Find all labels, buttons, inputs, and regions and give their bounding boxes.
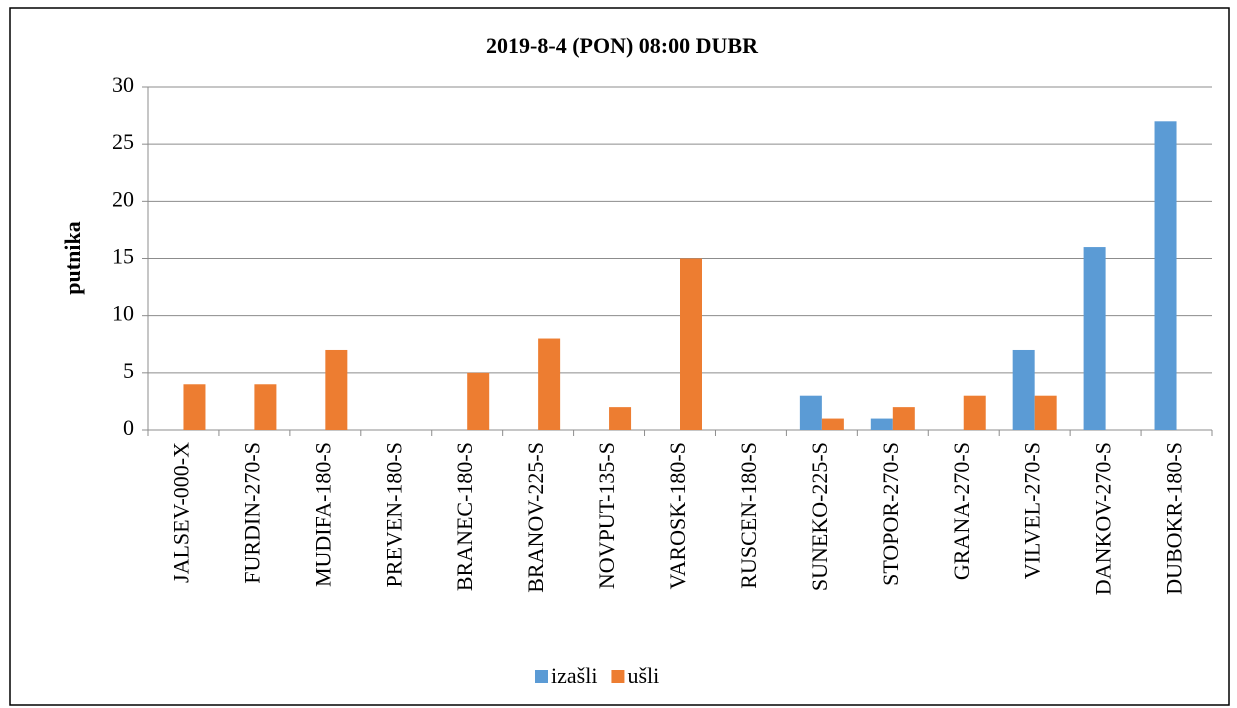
x-tick-label: MUDIFA-180-S: [310, 442, 335, 587]
bar: [467, 372, 490, 430]
y-tick-label: 15: [112, 244, 134, 269]
y-tick-label: 10: [112, 301, 134, 326]
y-tick-label: 25: [112, 129, 134, 154]
bar: [680, 258, 702, 430]
bar: [538, 338, 561, 430]
x-tick-label: VILVEL-270-S: [1020, 442, 1045, 579]
bar: [1034, 395, 1057, 430]
y-tick-label: 0: [123, 415, 134, 440]
y-tick-label: 5: [123, 358, 134, 383]
x-tick-label: STOPOR-270-S: [878, 442, 903, 586]
bar: [254, 384, 277, 430]
bar: [609, 407, 632, 430]
bar: [325, 349, 348, 430]
chart-title: 2019-8-4 (PON) 08:00 DUBR: [486, 33, 759, 58]
x-tick-label: GRANA-270-S: [949, 442, 974, 580]
legend-swatch: [611, 670, 625, 683]
x-tick-label: BRANOV-225-S: [523, 442, 548, 593]
x-tick-label: VAROSK-180-S: [665, 442, 690, 590]
x-tick-label: DANKOV-270-S: [1091, 442, 1116, 595]
chart-border: [9, 7, 1230, 706]
bar: [1012, 349, 1035, 430]
x-tick-label: FURDIN-270-S: [239, 442, 264, 584]
x-tick-label: RUSCEN-180-S: [736, 442, 761, 589]
y-tick-label: 20: [112, 186, 134, 211]
legend-label: izašli: [551, 663, 597, 688]
bar: [1154, 121, 1177, 431]
legend-label: ušli: [627, 663, 659, 688]
x-tick-label: PREVEN-180-S: [381, 442, 406, 587]
bar: [799, 395, 822, 430]
bar: [963, 395, 986, 430]
legend-swatch: [535, 670, 548, 683]
bar: [183, 384, 206, 430]
x-tick-label: NOVPUT-135-S: [594, 442, 619, 589]
y-axis-label: putnika: [60, 221, 85, 294]
y-tick-label: 30: [112, 72, 134, 97]
x-tick-label: SUNEKO-225-S: [807, 442, 832, 591]
bar: [821, 418, 844, 430]
x-tick-label: JALSEV-000-X: [169, 442, 194, 583]
bar: [870, 418, 893, 430]
x-tick-label: DUBOKR-180-S: [1162, 442, 1187, 595]
bar: [892, 407, 915, 430]
bar: [1083, 247, 1106, 430]
x-tick-label: BRANEC-180-S: [452, 442, 477, 591]
